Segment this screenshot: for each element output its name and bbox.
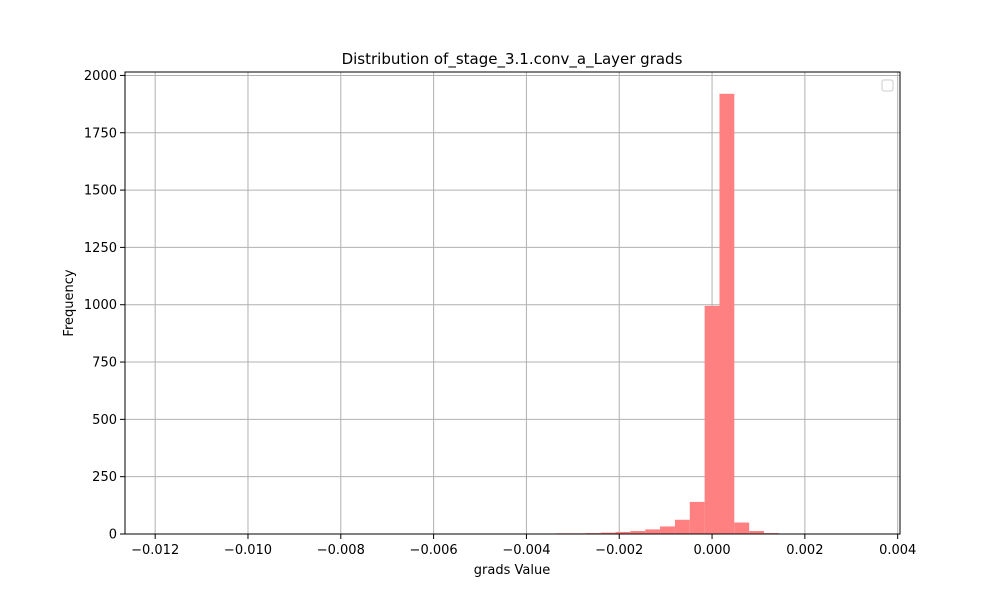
histogram-bar [674,519,690,534]
x-tick-label: −0.006 [410,543,458,558]
y-tick-label: 2000 [84,69,117,84]
histogram-bar [749,531,765,534]
x-tick-label: 0.002 [786,543,823,558]
legend-box [881,79,894,92]
y-axis-label: Frequency [62,269,77,336]
histogram-bars [541,93,794,534]
histogram-bar [630,531,646,534]
x-axis-label: grads Value [474,563,550,578]
y-axis-ticks: 0 250 500 750 1000 1250 1500 1750 2000 [84,69,125,543]
y-tick-label: 500 [92,413,117,428]
histogram-bar [615,531,631,534]
y-tick-label: 0 [109,528,117,543]
x-tick-label: −0.008 [317,543,365,558]
x-axis-ticks: −0.012 −0.010 −0.008 −0.006 −0.004 −0.002 0.00… [131,534,916,558]
histogram-bar [704,305,720,534]
y-tick-label: 1500 [84,184,117,199]
x-tick-label: −0.012 [131,543,179,558]
chart-title: Distribution of_stage_3.1.conv_a_Layer g… [342,50,683,69]
y-tick-label: 750 [92,356,117,371]
histogram-bar [660,526,675,534]
x-tick-label: 0.004 [879,543,916,558]
y-tick-label: 1000 [84,298,117,313]
y-tick-label: 1250 [84,241,117,256]
histogram-bar [719,93,735,534]
x-tick-label: −0.004 [502,543,550,558]
grid-lines [125,72,900,535]
x-tick-label: 0.000 [693,543,730,558]
histogram-bar [734,522,750,534]
x-tick-label: −0.010 [224,543,272,558]
y-tick-label: 1750 [84,126,117,141]
histogram-bar [600,532,616,534]
plot-frame [124,71,901,535]
x-tick-label: −0.002 [595,543,643,558]
histogram-bar [689,501,705,534]
histogram-bar [645,529,661,534]
y-tick-label: 250 [92,470,117,485]
